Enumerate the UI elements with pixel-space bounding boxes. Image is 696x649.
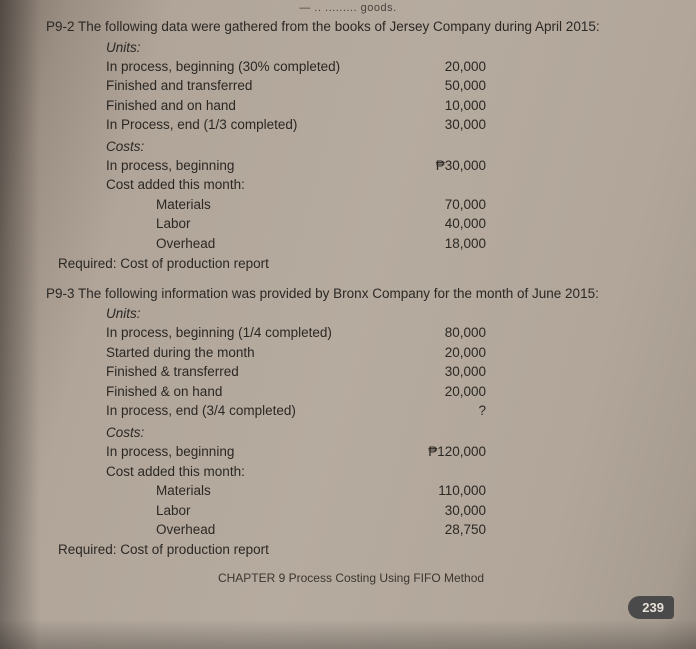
row-value: 28,750 [406, 520, 486, 540]
row-value: 20,000 [406, 57, 486, 77]
row-value: 18,000 [406, 234, 486, 254]
problem-intro-text: The following data were gathered from th… [78, 19, 600, 34]
row-value: 80,000 [406, 323, 486, 343]
row-label: In process, beginning (1/4 completed) [106, 323, 406, 343]
costs-sub-row: Labor40,000 [46, 214, 656, 234]
row-label: Materials [156, 195, 406, 215]
costs-sub-row: Overhead18,000 [46, 234, 656, 254]
row-label: In Process, end (1/3 completed) [106, 115, 406, 135]
row-value: 110,000 [406, 481, 486, 501]
required-line: Required: Cost of production report [58, 256, 656, 271]
row-label: Finished & transferred [106, 362, 406, 382]
row-value: 40,000 [406, 214, 486, 234]
row-label: In process, beginning [106, 156, 406, 176]
units-row: In process, beginning (1/4 completed)80,… [46, 323, 656, 343]
costs-row: In process, beginning₱120,000 [46, 442, 656, 462]
row-label: Overhead [156, 234, 406, 254]
row-value [406, 462, 486, 482]
problem-intro-text: The following information was provided b… [78, 286, 599, 301]
row-label: Cost added this month: [106, 175, 406, 195]
row-value: ₱120,000 [406, 442, 486, 462]
page-bottom-shadow [0, 619, 696, 649]
costs-sub-row: Overhead28,750 [46, 520, 656, 540]
problem-number: P9-3 [46, 286, 75, 301]
row-value: 10,000 [406, 96, 486, 116]
page-number-badge: 239 [628, 596, 674, 619]
row-value: 70,000 [406, 195, 486, 215]
costs-label: Costs: [106, 139, 656, 154]
units-row: Started during the month20,000 [46, 343, 656, 363]
units-label: Units: [106, 40, 656, 55]
costs-sub-row: Materials70,000 [46, 195, 656, 215]
row-value: 30,000 [406, 362, 486, 382]
row-label: In process, beginning (30% completed) [106, 57, 406, 77]
row-label: In process, beginning [106, 442, 406, 462]
units-row: In process, end (3/4 completed)? [46, 401, 656, 421]
row-label: Finished & on hand [106, 382, 406, 402]
row-value: 20,000 [406, 343, 486, 363]
row-label: Started during the month [106, 343, 406, 363]
required-line: Required: Cost of production report [58, 542, 656, 557]
problem-intro: P9-3 The following information was provi… [46, 285, 656, 303]
problem-p9-2: P9-2 The following data were gathered fr… [46, 18, 656, 271]
textbook-page: — .. ......... goods. P9-2 The following… [0, 0, 696, 649]
units-row: Finished & on hand20,000 [46, 382, 656, 402]
row-label: Labor [156, 214, 406, 234]
row-value: ₱30,000 [406, 156, 486, 176]
units-row: In Process, end (1/3 completed)30,000 [46, 115, 656, 135]
chapter-footer: CHAPTER 9 Process Costing Using FIFO Met… [46, 571, 656, 585]
row-value: 30,000 [406, 501, 486, 521]
row-label: Materials [156, 481, 406, 501]
row-value: 30,000 [406, 115, 486, 135]
row-value [406, 175, 486, 195]
problem-p9-3: P9-3 The following information was provi… [46, 285, 656, 557]
row-label: Labor [156, 501, 406, 521]
row-label: In process, end (3/4 completed) [106, 401, 406, 421]
problem-number: P9-2 [46, 19, 75, 34]
units-row: In process, beginning (30% completed)20,… [46, 57, 656, 77]
cutoff-text: — .. ......... goods. [299, 2, 396, 14]
costs-sub-row: Labor30,000 [46, 501, 656, 521]
row-value: ? [406, 401, 486, 421]
row-label: Cost added this month: [106, 462, 406, 482]
units-row: Finished and on hand10,000 [46, 96, 656, 116]
problem-intro: P9-2 The following data were gathered fr… [46, 18, 656, 36]
row-value: 50,000 [406, 76, 486, 96]
units-row: Finished & transferred30,000 [46, 362, 656, 382]
costs-row: In process, beginning₱30,000 [46, 156, 656, 176]
units-row: Finished and transferred50,000 [46, 76, 656, 96]
row-value: 20,000 [406, 382, 486, 402]
row-label: Overhead [156, 520, 406, 540]
row-label: Finished and on hand [106, 96, 406, 116]
units-label: Units: [106, 306, 656, 321]
costs-label: Costs: [106, 425, 656, 440]
row-label: Finished and transferred [106, 76, 406, 96]
costs-row: Cost added this month: [46, 175, 656, 195]
costs-sub-row: Materials110,000 [46, 481, 656, 501]
costs-row: Cost added this month: [46, 462, 656, 482]
page-curve-shadow [0, 0, 40, 649]
